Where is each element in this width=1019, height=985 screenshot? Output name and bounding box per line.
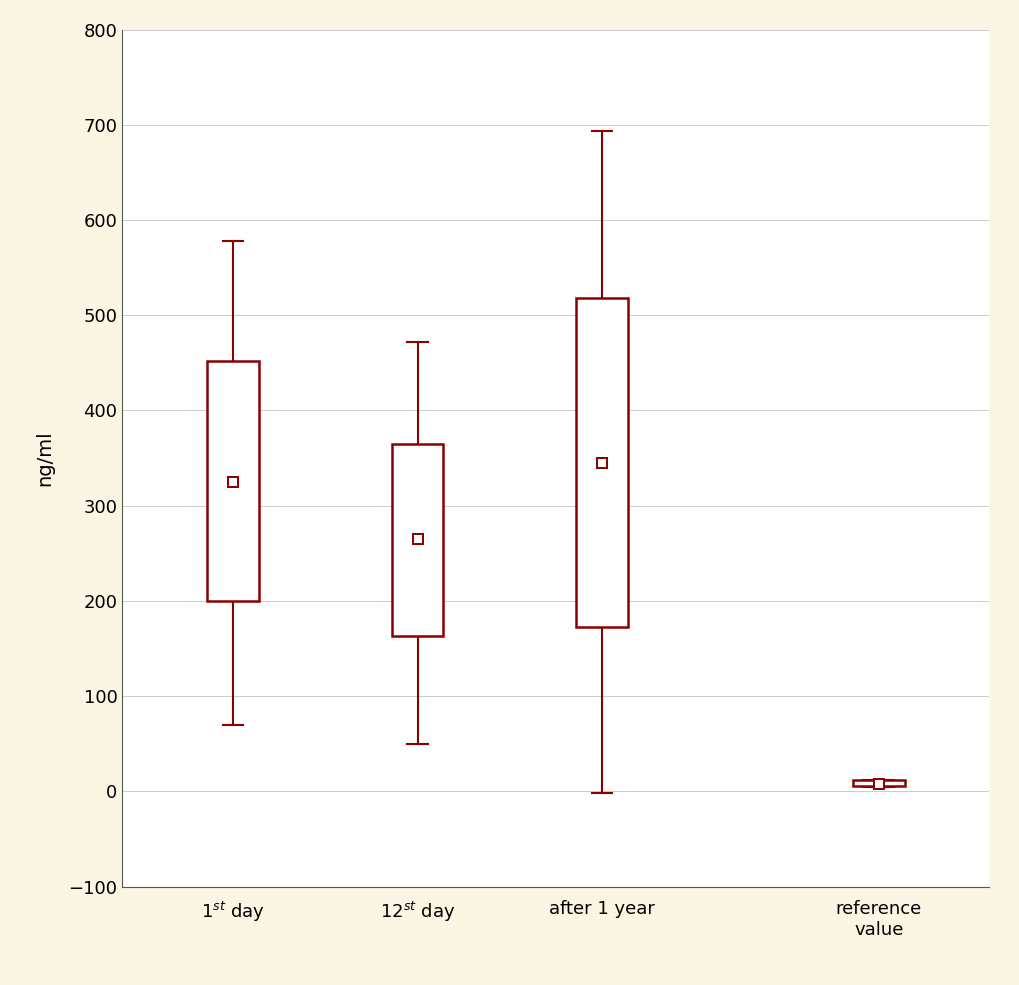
FancyBboxPatch shape <box>852 780 904 786</box>
FancyBboxPatch shape <box>576 298 628 626</box>
Y-axis label: ng/ml: ng/ml <box>36 430 55 486</box>
FancyBboxPatch shape <box>391 443 443 636</box>
FancyBboxPatch shape <box>207 361 259 601</box>
